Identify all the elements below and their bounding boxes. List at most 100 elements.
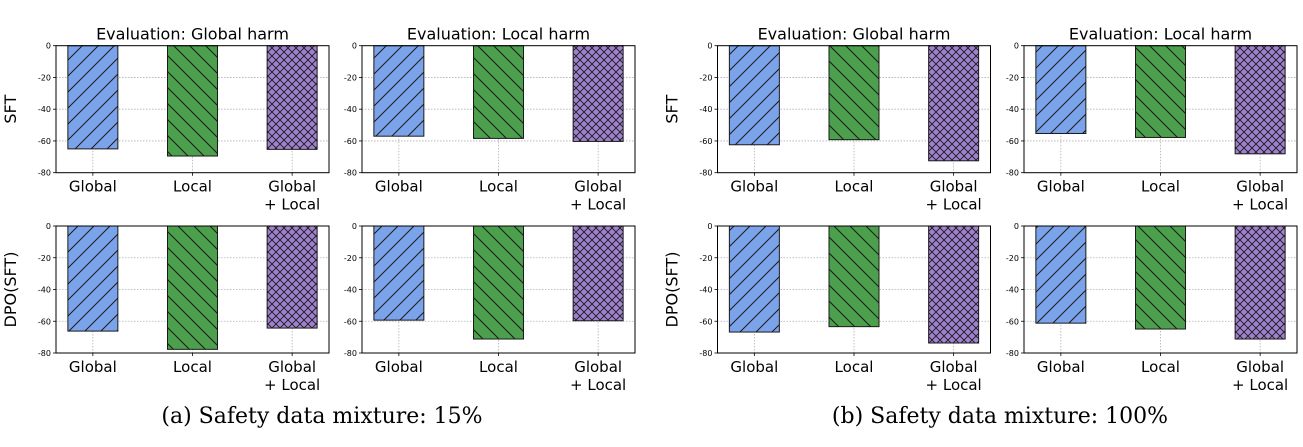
bar-hatch bbox=[1035, 45, 1087, 134]
x-tick-label: Global bbox=[69, 358, 117, 376]
y-tick-label: -40 bbox=[699, 286, 712, 295]
x-tick-label: + Local bbox=[926, 376, 982, 394]
x-tick-label: Global bbox=[1236, 358, 1284, 376]
bar-hatch bbox=[473, 45, 524, 139]
y-tick-label: 0 bbox=[352, 42, 357, 51]
y-tick-label: -60 bbox=[344, 317, 357, 326]
axes-frame bbox=[55, 45, 330, 174]
subplot-title: Evaluation: Global harm bbox=[96, 25, 289, 44]
bar-hatch bbox=[67, 225, 119, 332]
y-tick-label: -80 bbox=[699, 169, 712, 178]
y-tick-label: -40 bbox=[344, 286, 357, 295]
x-tick-label: Local bbox=[835, 178, 874, 196]
bar-hatch bbox=[728, 225, 780, 333]
y-tick-label: -60 bbox=[699, 137, 712, 146]
y-tick-label: -40 bbox=[344, 105, 357, 114]
x-tick-label: Global bbox=[930, 178, 978, 196]
x-tick-label: + Local bbox=[264, 376, 320, 394]
y-tick-label: -60 bbox=[1006, 137, 1019, 146]
y-tick-label: -60 bbox=[699, 317, 712, 326]
x-tick-label: Global bbox=[268, 358, 316, 376]
x-tick-label: Global bbox=[930, 358, 978, 376]
axes-frame bbox=[1023, 225, 1298, 354]
y-tick-label: 0 bbox=[46, 42, 51, 51]
x-tick-label: Global bbox=[268, 178, 316, 196]
bar-hatch bbox=[1234, 45, 1286, 155]
x-tick-label: Global bbox=[1236, 178, 1284, 196]
y-tick-label: -20 bbox=[38, 254, 51, 263]
x-tick-label: Local bbox=[173, 358, 212, 376]
y-tick-label: -80 bbox=[344, 349, 357, 358]
x-tick-label: Global bbox=[1037, 358, 1085, 376]
bar-hatch bbox=[373, 45, 425, 137]
y-tick-label: -80 bbox=[38, 349, 51, 358]
axes-frame bbox=[361, 225, 636, 354]
caption-a: (a) Safety data mixture: 15% bbox=[161, 404, 482, 429]
x-tick-label: Global bbox=[1037, 178, 1085, 196]
x-tick-label: + Local bbox=[264, 196, 320, 214]
y-axis-label: DPO(SFT) bbox=[663, 252, 682, 328]
bar-hatch bbox=[266, 225, 318, 329]
bar-hatch bbox=[1035, 225, 1087, 324]
y-tick-label: -40 bbox=[699, 105, 712, 114]
x-tick-label: + Local bbox=[1232, 196, 1288, 214]
y-tick-label: 0 bbox=[707, 222, 712, 231]
x-tick-label: Local bbox=[1141, 178, 1180, 196]
y-tick-label: -20 bbox=[1006, 254, 1019, 263]
y-tick-label: -40 bbox=[1006, 105, 1019, 114]
y-tick-label: -20 bbox=[344, 73, 357, 82]
y-tick-label: -80 bbox=[344, 169, 357, 178]
y-tick-label: -20 bbox=[344, 254, 357, 263]
x-tick-label: Global bbox=[730, 358, 778, 376]
y-tick-label: 0 bbox=[352, 222, 357, 231]
y-tick-label: -40 bbox=[38, 105, 51, 114]
bar-hatch bbox=[266, 45, 318, 150]
bar-hatch bbox=[1135, 45, 1186, 138]
bar-hatch bbox=[1135, 225, 1186, 330]
x-tick-label: + Local bbox=[926, 196, 982, 214]
x-tick-label: Global bbox=[375, 178, 423, 196]
y-tick-label: -80 bbox=[1006, 349, 1019, 358]
y-tick-label: -40 bbox=[1006, 286, 1019, 295]
x-tick-label: Local bbox=[479, 178, 518, 196]
y-tick-label: -20 bbox=[1006, 73, 1019, 82]
y-axis-label: DPO(SFT) bbox=[1, 252, 20, 328]
y-tick-label: -80 bbox=[1006, 169, 1019, 178]
subplot-title: Evaluation: Local harm bbox=[1069, 25, 1252, 44]
axes-frame bbox=[55, 225, 330, 354]
y-axis-label: SFT bbox=[663, 95, 682, 124]
bar-hatch bbox=[67, 45, 119, 150]
y-tick-label: -60 bbox=[1006, 317, 1019, 326]
y-tick-label: -60 bbox=[38, 137, 51, 146]
bar-hatch bbox=[373, 225, 425, 321]
x-tick-label: + Local bbox=[570, 376, 626, 394]
x-tick-label: Local bbox=[1141, 358, 1180, 376]
bar-hatch bbox=[572, 225, 624, 322]
y-tick-label: 0 bbox=[707, 42, 712, 51]
x-tick-label: Local bbox=[173, 178, 212, 196]
caption-b: (b) Safety data mixture: 100% bbox=[832, 404, 1168, 429]
y-tick-label: -20 bbox=[38, 73, 51, 82]
bar-hatch bbox=[473, 225, 524, 340]
x-tick-label: + Local bbox=[570, 196, 626, 214]
x-tick-label: Global bbox=[574, 358, 622, 376]
y-tick-label: 0 bbox=[1014, 42, 1019, 51]
axes-frame bbox=[717, 225, 991, 354]
y-tick-label: -80 bbox=[38, 169, 51, 178]
y-tick-label: 0 bbox=[46, 222, 51, 231]
y-tick-label: -60 bbox=[344, 137, 357, 146]
bar-hatch bbox=[928, 225, 980, 344]
subplot-title: Evaluation: Local harm bbox=[407, 25, 590, 44]
bar-hatch bbox=[928, 45, 980, 162]
x-tick-label: Global bbox=[730, 178, 778, 196]
subplot-title: Evaluation: Global harm bbox=[758, 25, 951, 44]
bar-hatch bbox=[167, 225, 218, 350]
x-tick-label: Local bbox=[835, 358, 874, 376]
